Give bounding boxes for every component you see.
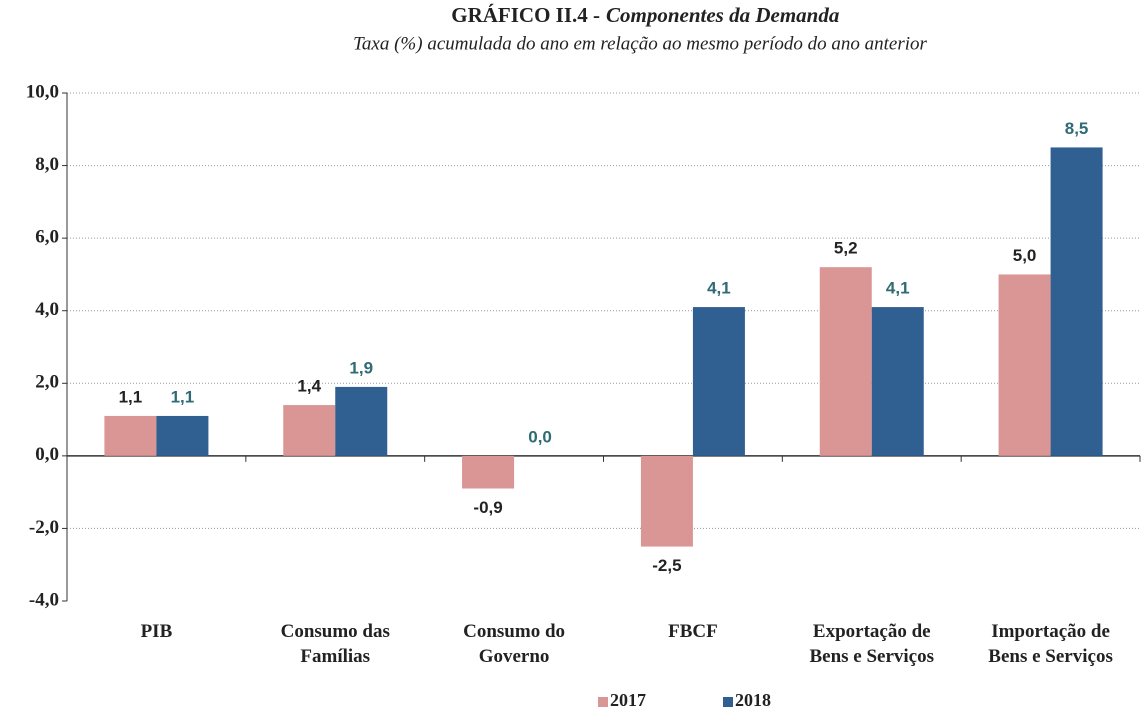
bar	[283, 405, 336, 456]
y-tick-label: 8,0	[35, 154, 59, 175]
bar	[462, 455, 515, 489]
value-label: 5,2	[834, 239, 858, 258]
legend-swatch	[723, 697, 733, 707]
x-tick-label: Consumo das Famílias	[281, 621, 390, 667]
y-tick-label: 6,0	[35, 227, 59, 248]
y-tick-label: -4,0	[29, 589, 59, 610]
value-label: -2,5	[652, 556, 681, 575]
bar	[998, 274, 1051, 456]
x-tick-label: Importação de Bens e Serviços	[988, 621, 1113, 667]
chart-title: Componentes da Demanda	[606, 3, 839, 27]
bar	[1050, 147, 1103, 456]
x-tick-label: Exportação de Bens e Serviços	[809, 621, 934, 667]
bar	[640, 455, 693, 547]
x-tick-label: Consumo do Governo	[463, 621, 565, 667]
y-tick-label: 2,0	[35, 372, 59, 393]
x-tick-label: PIB	[141, 621, 173, 642]
value-label: 1,1	[171, 387, 195, 406]
x-tick-label: FBCF	[668, 621, 718, 642]
value-label: 1,1	[119, 387, 143, 406]
y-tick-label: 4,0	[35, 299, 59, 320]
value-label: -0,9	[473, 498, 502, 517]
bar	[156, 415, 209, 456]
y-tick-label: 10,0	[26, 81, 59, 102]
chart-title-prefix: GRÁFICO II.4 -	[451, 3, 600, 27]
legend-label: 2017	[610, 690, 646, 710]
y-tick-label: 0,0	[35, 444, 59, 465]
value-label: 8,5	[1065, 119, 1089, 138]
value-label: 1,4	[297, 377, 321, 396]
legend-swatch	[598, 697, 608, 707]
y-tick-label: -2,0	[29, 517, 59, 538]
bar	[692, 307, 745, 456]
value-label: 4,1	[707, 279, 731, 298]
bar	[104, 415, 157, 456]
value-label: 4,1	[886, 279, 910, 298]
bar	[871, 307, 924, 456]
bar	[335, 386, 388, 456]
value-label: 1,9	[349, 358, 373, 377]
legend-label: 2018	[735, 690, 771, 710]
bar	[819, 267, 872, 456]
value-label: 0,0	[528, 427, 552, 446]
chart-subtitle: Taxa (%) acumulada do ano em relação ao …	[353, 33, 927, 54]
value-label: 5,0	[1013, 246, 1037, 265]
